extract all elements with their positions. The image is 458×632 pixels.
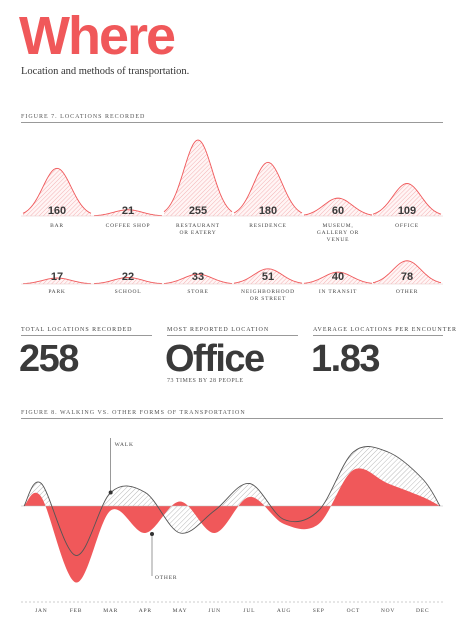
location-value-label: 21 (122, 205, 134, 217)
location-area (164, 274, 232, 284)
location-outline (233, 161, 303, 214)
location-value-label: 60 (332, 205, 344, 217)
location-outline (233, 268, 303, 284)
location-area (94, 277, 162, 284)
location-value-label: 33 (192, 271, 204, 283)
location-value-label: 180 (259, 205, 277, 217)
location-area (373, 183, 441, 216)
stat-average-value: 1.83 (311, 338, 380, 380)
stat-total-rule (21, 335, 152, 336)
location-value-label: 255 (189, 205, 207, 217)
location-category-label: NEIGHBORHOOD (241, 289, 295, 295)
figure-7-title: Figure 7. Locations recorded (21, 114, 146, 120)
month-tick-label: JAN (35, 608, 47, 614)
page-title: Where (19, 6, 176, 66)
location-category-label: PARK (48, 289, 65, 295)
walk-series-area (24, 446, 440, 556)
month-tick-label: JUN (208, 608, 220, 614)
location-area (373, 260, 441, 284)
location-outline (163, 273, 233, 284)
stat-total-label: Total locations recorded (21, 327, 133, 333)
stat-most-rule (167, 335, 298, 336)
location-value-label: 160 (48, 205, 66, 217)
location-outline (163, 139, 233, 213)
location-category-label: MUSEUM, (322, 223, 353, 229)
location-outline (303, 197, 373, 216)
location-area (23, 278, 91, 284)
location-area (304, 272, 372, 284)
location-value-label: 22 (122, 271, 134, 283)
location-area (23, 168, 91, 216)
walk-callout-dot (108, 490, 113, 495)
location-area (234, 268, 302, 284)
location-category-label: COFFEE SHOP (106, 223, 151, 229)
other-callout-dot (150, 532, 154, 536)
walk-callout-label: WALK (115, 442, 134, 448)
stat-total-value: 258 (19, 338, 79, 380)
location-category-label: OR STREET (250, 296, 286, 302)
page-subtitle: Location and methods of transportation. (21, 66, 190, 77)
location-category-label: SCHOOL (115, 289, 142, 295)
location-value-label: 109 (398, 205, 416, 217)
location-outline (22, 277, 92, 285)
month-tick-label: AUG (277, 608, 291, 614)
month-tick-label: JUL (243, 608, 255, 614)
location-area (234, 162, 302, 216)
figure-7-rule (21, 122, 443, 123)
location-category-label: IN TRANSIT (319, 289, 357, 295)
other-callout-label: OTHER (155, 575, 177, 581)
location-outline (93, 276, 163, 285)
location-value-label: 78 (401, 271, 413, 283)
location-category-label: BAR (50, 223, 64, 229)
location-area (164, 140, 232, 216)
stat-average-label: Average locations per encounter (313, 327, 458, 333)
month-tick-label: FEB (70, 608, 83, 614)
stat-most-label: Most reported location (167, 327, 270, 333)
month-tick-label: OCT (347, 608, 360, 614)
location-outline (372, 260, 442, 284)
location-category-label: RESIDENCE (249, 223, 286, 229)
location-area (304, 198, 372, 216)
location-category-label: VENUE (327, 237, 350, 243)
location-outline (303, 271, 373, 284)
month-tick-label: MAR (103, 608, 118, 614)
location-category-label: OR EATERY (180, 230, 217, 236)
month-tick-label: SEP (313, 608, 325, 614)
stat-most-value: Office (165, 338, 265, 380)
location-category-label: RESTAURANT (176, 223, 220, 229)
month-tick-label: DEC (416, 608, 429, 614)
location-value-label: 17 (51, 271, 63, 283)
location-category-label: OTHER (396, 289, 418, 295)
figure-8-rule (21, 418, 443, 419)
location-outline (93, 209, 163, 217)
month-tick-label: NOV (381, 608, 395, 614)
location-area (94, 209, 162, 216)
other-series-area (24, 468, 440, 583)
month-tick-label: APR (139, 608, 152, 614)
location-outline (372, 183, 442, 215)
location-category-label: STORE (187, 289, 208, 295)
location-category-label: GALLERY OR (317, 230, 359, 236)
location-outline (22, 167, 92, 214)
stat-average-rule (313, 335, 443, 336)
walk-series-line (23, 446, 441, 556)
figure-8-title: Figure 8. Walking vs. other forms of tra… (21, 410, 246, 416)
month-tick-label: MAY (173, 608, 188, 614)
location-value-label: 40 (332, 271, 344, 283)
stat-most-note: 73 times by 28 people (167, 378, 244, 384)
location-value-label: 51 (262, 271, 274, 283)
location-category-label: OFFICE (395, 223, 419, 229)
